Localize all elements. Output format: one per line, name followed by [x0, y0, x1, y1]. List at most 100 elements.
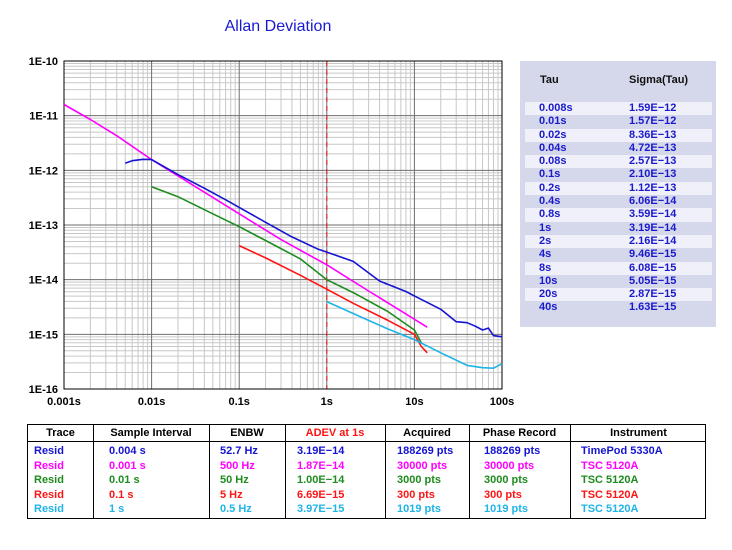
tau-row: 20s 2.87E−15	[525, 288, 712, 302]
tau-value: 0.008s	[539, 102, 573, 114]
x-tick-label: 0.1s	[228, 396, 249, 408]
table-header-cell: ENBW	[230, 427, 264, 439]
table-cell: 1.00E−14	[297, 474, 345, 487]
table-cell: TimePod 5330A	[581, 445, 663, 457]
y-tick-label: 1E-11	[29, 111, 58, 123]
table-cell: Resid	[34, 503, 64, 516]
tau-header: Tau	[540, 74, 559, 86]
table-cell: 0.001 s	[109, 459, 146, 472]
table-cell: TSC 5120A	[581, 488, 639, 501]
chart-title: Allan Deviation	[224, 18, 332, 35]
series-line-1	[124, 158, 503, 338]
table-cell: 300 pts	[484, 488, 522, 501]
sigma-value: 2.16E−14	[629, 234, 677, 247]
table-cell: 30000 pts	[484, 459, 535, 472]
table-header-cell: Trace	[46, 427, 75, 439]
table-cell: 30000 pts	[397, 459, 448, 472]
table-cell: Resid	[34, 459, 64, 472]
table-cell: 52.7 Hz	[220, 445, 258, 457]
table-column-divider	[385, 425, 386, 518]
tau-value: 0.8s	[539, 208, 561, 221]
sigma-value: 1.57E−12	[629, 115, 677, 128]
table-header-cell: Acquired	[403, 427, 451, 439]
sigma-value: 1.59E−12	[629, 102, 677, 114]
table-header-cell: Instrument	[610, 427, 667, 439]
table-cell: 3000 pts	[397, 474, 442, 487]
tau-value: 2s	[539, 234, 552, 247]
table-cell: 188269 pts	[397, 445, 454, 457]
table-cell: 1.87E−14	[297, 459, 345, 472]
table-column-divider	[285, 425, 286, 518]
tau-row: 2s 2.16E−14	[525, 234, 712, 249]
series-line-2	[151, 186, 423, 344]
table-cell: 3.19E−14	[297, 445, 345, 457]
table-cell: 0.004 s	[109, 445, 146, 457]
table-header-cell: ADEV at 1s	[305, 427, 365, 439]
sigma-value: 8.36E−13	[629, 128, 677, 141]
y-tick-label: 1E-13	[29, 220, 58, 232]
sigma-value: 9.46E−15	[629, 248, 677, 261]
table-header-cell: Sample Interval	[110, 427, 192, 439]
y-tick-label: 1E-12	[29, 165, 58, 177]
table-cell: 1019 pts	[484, 503, 529, 516]
tau-value: 0.04s	[539, 141, 567, 154]
y-tick-label: 1E-10	[29, 56, 58, 68]
tau-value: 10s	[539, 274, 558, 287]
table-cell: 300 pts	[397, 488, 435, 501]
sigma-value: 6.08E−15	[629, 261, 677, 274]
x-tick-label: 100s	[490, 396, 514, 408]
tau-row: 0.008s 1.59E−12	[525, 102, 712, 116]
table-cell: 50 Hz	[220, 474, 249, 487]
tau-value: 1s	[539, 221, 552, 234]
y-tick-label: 1E-16	[29, 384, 58, 396]
tau-row: 0.02s 8.36E−13	[525, 128, 712, 142]
series-line-0	[63, 103, 428, 328]
table-cell: 3.97E−15	[297, 503, 345, 516]
tau-sigma-table: Tau Sigma(Tau) 0.008s 1.59E−12 0.01s 1.57E−…	[520, 61, 716, 327]
tau-row: 0.08s 2.57E−13	[525, 155, 712, 169]
tau-row: 4s 9.46E−15	[525, 248, 712, 262]
sigma-value: 6.06E−14	[629, 195, 677, 208]
table-cell: 5 Hz	[220, 488, 243, 501]
sigma-value: 2.10E−13	[629, 168, 677, 181]
table-cell: 1019 pts	[397, 503, 442, 516]
table-cell: Resid	[34, 488, 64, 501]
table-cell: 6.69E−15	[297, 488, 345, 501]
plot-frame	[63, 60, 503, 390]
table-cell: 3000 pts	[484, 474, 529, 487]
sigma-value: 4.72E−13	[629, 141, 677, 154]
tau-rows: 0.008s 1.59E−12 0.01s 1.57E−12 0.02s 8.36E−13…	[525, 102, 712, 315]
tau-value: 40s	[539, 301, 558, 314]
table-header-divider	[28, 441, 705, 442]
tau-value: 0.02s	[539, 128, 567, 141]
tau-value: 0.1s	[539, 168, 561, 181]
tau-value: 0.4s	[539, 195, 561, 208]
table-column-divider	[209, 425, 210, 518]
table-cell: 0.1 s	[109, 488, 134, 501]
tau-value: 20s	[539, 288, 558, 301]
table-cell: 500 Hz	[220, 459, 255, 472]
series-line-4	[326, 300, 503, 370]
x-tick-label: 0.001s	[47, 396, 81, 408]
tau-value: 0.01s	[539, 115, 567, 128]
tau-row: 8s 6.08E−15	[525, 261, 712, 275]
sigma-value: 2.57E−13	[629, 155, 677, 168]
sigma-header: Sigma(Tau)	[629, 74, 689, 86]
table-column-divider	[570, 425, 571, 518]
tau-row: 40s 1.63E−15	[525, 301, 712, 315]
tau-row: 0.1s 2.10E−13	[525, 168, 712, 182]
tau-row: 0.04s 4.72E−13	[525, 141, 712, 156]
table-cell: 0.5 Hz	[220, 503, 252, 516]
tau-value: 8s	[539, 261, 552, 274]
sigma-value: 5.05E−15	[629, 274, 677, 287]
table-header-cell: Phase Record	[482, 427, 557, 439]
table-column-divider	[469, 425, 470, 518]
tau-value: 4s	[539, 248, 552, 261]
tau-row: 0.4s 6.06E−14	[525, 195, 712, 209]
table-cell: TSC 5120A	[581, 459, 639, 472]
table-column-divider	[93, 425, 94, 518]
trace-legend-table: Trace Sample Interval ENBW ADEV at 1s Acquir…	[27, 424, 706, 519]
tau-row: 0.01s 1.57E−12	[525, 115, 712, 129]
tau-row: 0.2s 1.12E−13	[525, 181, 712, 196]
table-cell: 188269 pts	[484, 445, 541, 457]
